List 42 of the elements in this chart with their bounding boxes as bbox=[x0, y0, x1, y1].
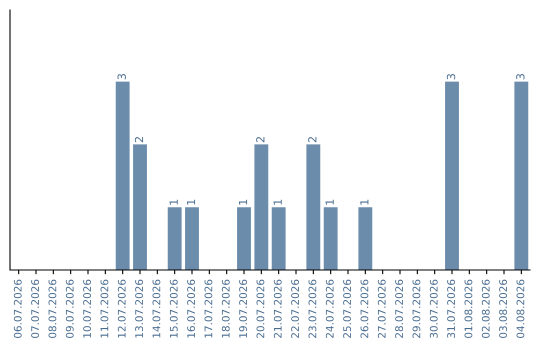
x-tick-label: 27.07.2026 bbox=[378, 280, 386, 338]
x-tick-label: 21.07.2026 bbox=[274, 280, 282, 338]
x-tick-label: 30.07.2026 bbox=[430, 280, 438, 338]
data-label: 3 bbox=[446, 74, 456, 80]
data-label: 3 bbox=[117, 74, 126, 80]
x-tick-label: 26.07.2026 bbox=[360, 280, 368, 338]
x-tick-label: 13.07.2026 bbox=[135, 280, 144, 338]
x-tick-label: 14.07.2026 bbox=[152, 280, 160, 338]
data-label: 3 bbox=[516, 74, 525, 80]
x-tick-label: 18.07.2026 bbox=[222, 280, 230, 338]
x-tick-label: 23.07.2026 bbox=[308, 280, 316, 338]
x-tick-label: 17.07.2026 bbox=[204, 280, 212, 338]
x-tick-label: 31.07.2026 bbox=[447, 280, 456, 338]
x-tick-label: 03.08.2026 bbox=[499, 280, 508, 338]
x-tick-label: 07.07.2026 bbox=[31, 280, 40, 338]
data-label: 1 bbox=[326, 200, 334, 205]
data-label: 1 bbox=[238, 200, 248, 205]
x-tick-label: 20.07.2026 bbox=[256, 280, 264, 338]
data-label: 1 bbox=[360, 200, 368, 205]
x-tick-label: 24.07.2026 bbox=[326, 280, 334, 338]
x-tick-label: 22.07.2026 bbox=[291, 280, 300, 338]
x-tick-label: 25.07.2026 bbox=[343, 280, 352, 338]
data-label: 1 bbox=[274, 200, 282, 205]
x-tick-label: 12.07.2026 bbox=[118, 280, 126, 338]
x-tick-label: 19.07.2026 bbox=[239, 280, 248, 338]
data-label: 2 bbox=[134, 137, 144, 142]
x-tick-label: 11.07.2026 bbox=[100, 280, 108, 338]
x-tick-label: 10.07.2026 bbox=[83, 280, 92, 338]
x-tick-label: 04.08.2026 bbox=[516, 280, 524, 338]
data-label: 2 bbox=[308, 137, 316, 142]
x-tick-label: 06.07.2026 bbox=[14, 280, 22, 338]
x-tick-label: 09.07.2026 bbox=[66, 280, 74, 338]
x-tick-label: 29.07.2026 bbox=[412, 280, 420, 338]
x-tick-label: 16.07.2026 bbox=[187, 280, 196, 338]
x-tick-label: 15.07.2026 bbox=[170, 280, 178, 338]
x-tick-label: 01.08.2026 bbox=[464, 280, 472, 338]
data-label: 1 bbox=[170, 200, 178, 205]
x-tick-label: 08.07.2026 bbox=[48, 280, 56, 338]
data-label: 2 bbox=[256, 137, 264, 142]
data-label: 1 bbox=[186, 200, 196, 205]
x-tick-label: 28.07.2026 bbox=[395, 280, 404, 338]
x-tick-label: 02.08.2026 bbox=[482, 280, 490, 338]
